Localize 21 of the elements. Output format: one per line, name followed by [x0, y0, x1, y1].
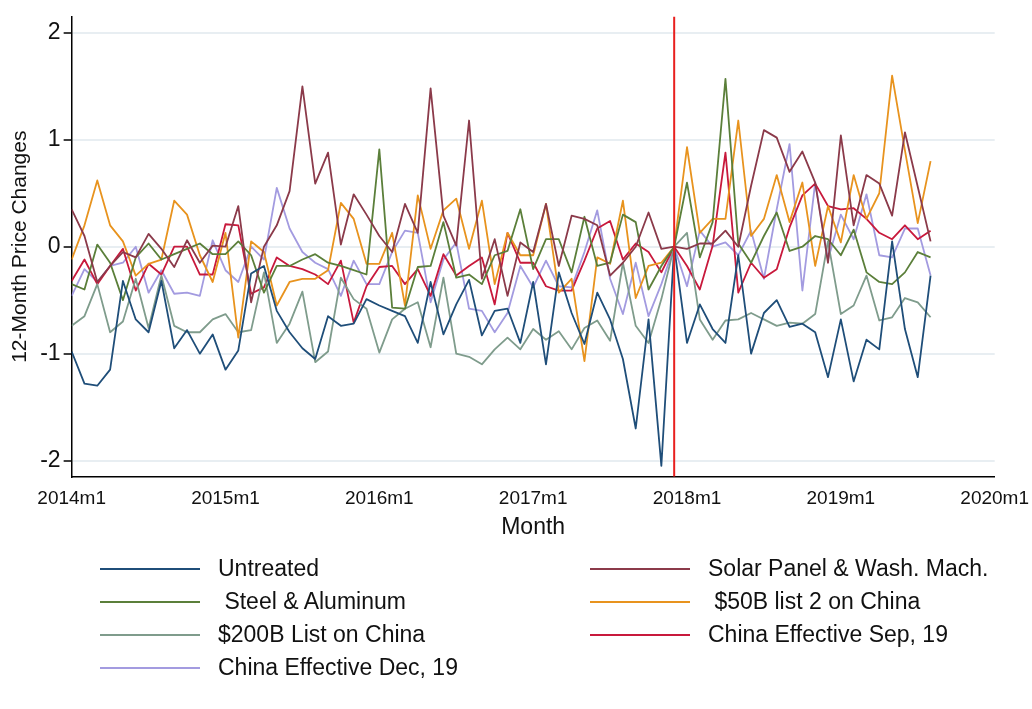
- x-tick-label: 2014m1: [37, 487, 106, 509]
- x-tick-label: 2017m1: [498, 487, 568, 509]
- y-tick-label: -1: [40, 338, 61, 365]
- x-tick-label: 2018m1: [652, 487, 722, 509]
- x-tick-label: 2020m1: [960, 487, 1030, 509]
- y-tick-label: 1: [47, 125, 61, 152]
- y-tick-label: 0: [47, 232, 61, 259]
- y-tick-label: -2: [40, 445, 61, 472]
- legend-label: China Effective Sep, 19: [708, 621, 948, 648]
- x-tick-label: 2015m1: [191, 487, 260, 509]
- x-axis-title: Month: [501, 512, 566, 539]
- legend-label: Untreated: [218, 555, 320, 582]
- legend-label: $200B List on China: [218, 621, 426, 648]
- legend-label: Solar Panel & Wash. Mach.: [708, 555, 989, 582]
- y-axis-title: 12-Month Price Changes: [7, 130, 31, 363]
- y-tick-label: 2: [47, 18, 61, 45]
- legend-label: $50B list 2 on China: [713, 588, 921, 615]
- legend-label: Steel & Aluminum: [223, 588, 406, 615]
- x-tick-label: 2019m1: [806, 487, 876, 509]
- legend-label: China Effective Dec, 19: [218, 654, 458, 681]
- x-tick-label: 2016m1: [344, 487, 414, 509]
